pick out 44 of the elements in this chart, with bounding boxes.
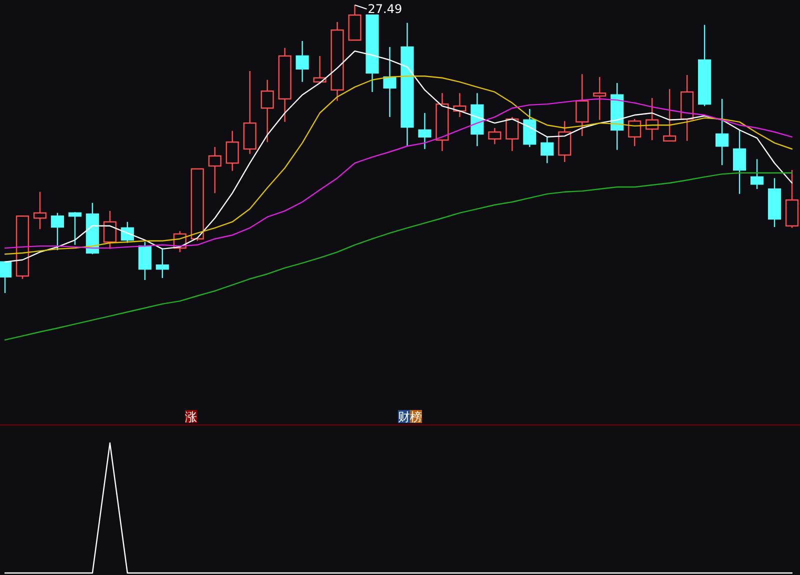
candlestick (50, 212, 64, 251)
candlestick (488, 127, 502, 145)
candlestick (243, 70, 256, 154)
candlestick (540, 136, 554, 164)
candlestick (0, 261, 12, 294)
candlestick (523, 108, 536, 148)
candlestick (156, 247, 169, 279)
candlestick (68, 211, 82, 246)
candlestick (138, 241, 152, 281)
candlestick (330, 21, 344, 102)
candlestick (680, 74, 694, 142)
candlestick (226, 130, 239, 172)
candlestick (453, 92, 466, 118)
candlestick (436, 92, 449, 152)
candlestick (278, 47, 292, 123)
candlestick (366, 14, 379, 93)
candlestick (558, 120, 572, 163)
candlestick (260, 79, 274, 143)
candlestick (768, 177, 782, 228)
candlestick (86, 202, 99, 255)
candlestick (628, 118, 642, 147)
candlestick (646, 97, 659, 141)
candlestick (470, 92, 484, 147)
candlestick (663, 88, 676, 142)
candlestick (348, 4, 362, 41)
candlestick (208, 146, 222, 194)
text: 财榜 (398, 410, 422, 424)
candlestick (750, 158, 764, 190)
candlestick (103, 210, 116, 250)
candlestick (785, 169, 799, 229)
candlestick (296, 40, 309, 82)
candlestick (418, 112, 432, 150)
candlestick (732, 129, 746, 195)
text: 涨 (185, 410, 197, 424)
candlestick (383, 46, 396, 118)
candlestick (33, 191, 47, 230)
candlestick (576, 74, 589, 137)
candlestick (698, 24, 712, 107)
candlestick (593, 76, 606, 121)
candlestick (506, 116, 519, 152)
candlestick (400, 22, 414, 147)
candlestick (313, 55, 326, 82)
annotation: 27.49 (368, 2, 402, 16)
candlestick (716, 98, 729, 166)
